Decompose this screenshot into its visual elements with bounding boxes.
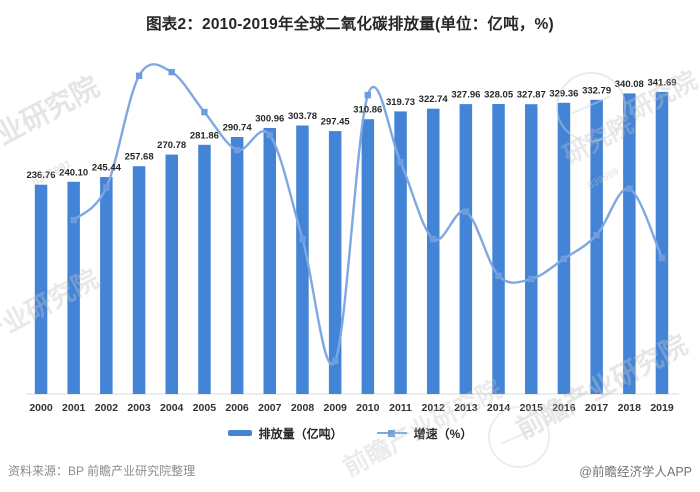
bar-label-2001: 240.10 [59,167,88,178]
legend-item-emissions: 排放量（亿吨） [227,425,343,442]
bar-label-2017: 332.79 [582,85,611,96]
growth-marker-2001 [70,216,77,224]
bar-2003 [132,166,146,394]
bar-label-2000: 236.76 [26,170,55,181]
bar-2005 [198,144,211,394]
x-tick-2004: 2004 [160,402,184,414]
x-tick-2019: 2019 [650,402,674,414]
bar-label-2018: 340.08 [615,79,644,90]
bar-label-2006: 290.74 [223,123,253,134]
bar-label-2015: 327.87 [517,90,546,101]
legend-label-growth: 增速（%） [413,426,473,441]
bar-2009 [328,131,342,394]
growth-marker-2019 [658,254,666,262]
bar-2002 [100,177,113,394]
x-tick-2008: 2008 [291,402,315,414]
x-tick-2007: 2007 [258,402,282,414]
x-tick-2016: 2016 [552,402,576,414]
bar-label-2011: 319.73 [386,97,415,108]
growth-marker-2012 [430,235,437,243]
bar-2006 [230,137,244,394]
bar-label-2013: 327.96 [451,90,480,101]
x-tick-2005: 2005 [193,402,217,414]
growth-line [72,63,664,366]
bar-label-2004: 270.78 [157,140,186,151]
x-tick-2006: 2006 [225,402,249,414]
x-tick-2012: 2012 [422,402,446,414]
bar-2011 [394,111,407,395]
chart-footer: 资料来源：BP 前瞻产业研究院整理 @前瞻经济学人APP [0,461,700,480]
bar-2008 [296,125,309,394]
bar-2010 [361,119,375,394]
x-tick-2009: 2009 [324,402,348,414]
growth-marker-2017 [593,231,600,239]
bar-2000 [34,184,48,394]
bar-label-2002: 245.44 [92,163,122,174]
bar-label-2008: 303.78 [288,111,317,122]
x-tick-2014: 2014 [487,402,511,414]
bar-2014 [492,104,505,394]
bar-swatch-icon [227,430,252,436]
x-tick-2001: 2001 [62,402,86,414]
bar-label-2019: 341.69 [647,77,676,88]
growth-marker-2004 [168,68,175,76]
credit-text: @前瞻经济学人APP [579,465,692,479]
growth-marker-2014 [495,272,502,279]
x-tick-2017: 2017 [585,402,609,414]
x-tick-2003: 2003 [127,402,151,414]
x-tick-2002: 2002 [95,402,119,414]
bar-label-2009: 297.45 [321,117,351,128]
bar-2012 [427,108,440,394]
legend-label-emissions: 排放量（亿吨） [258,426,343,441]
bar-label-2016: 329.36 [549,88,578,99]
growth-marker-2007 [266,131,273,139]
bar-label-2005: 281.86 [190,130,219,141]
bar-label-2010: 310.86 [353,105,382,116]
growth-marker-2011 [397,158,404,166]
growth-marker-2008 [299,235,306,243]
bar-2017 [590,99,603,395]
bar-label-2014: 328.05 [484,90,514,101]
chart-legend: 排放量（亿吨） 增速（%） [0,424,700,442]
chart-canvas: 236.76 2000 240.10 2001 245.44 2002 257.68 2003… [26,63,679,414]
growth-marker-2005 [201,108,208,116]
x-tick-2018: 2018 [618,402,642,414]
chart-title: 图表2：2010-2019年全球二氧化碳排放量(单位：亿吨，%) [146,16,554,33]
bar-2013 [459,104,473,394]
bar-2019 [655,91,669,395]
data-source-text: 资料来源：BP 前瞻产业研究院整理 [8,464,196,478]
growth-marker-2015 [528,275,535,283]
legend-item-growth: 增速（%） [376,425,473,442]
bar-2004 [165,154,178,394]
growth-marker-2002 [103,184,110,191]
bar-2015 [525,104,538,394]
growth-marker-2010 [364,91,371,99]
x-tick-2015: 2015 [520,402,544,414]
growth-marker-2006 [233,146,241,154]
growth-marker-2016 [560,255,568,263]
bar-2007 [263,128,276,394]
growth-marker-2003 [135,72,143,79]
x-tick-2013: 2013 [454,402,478,414]
bar-label-2007: 300.96 [255,114,284,125]
x-tick-2010: 2010 [356,402,380,414]
bar-label-2012: 322.74 [419,94,449,105]
growth-marker-2018 [626,185,633,192]
bar-label-2003: 257.68 [125,152,154,163]
growth-marker-2013 [462,208,470,215]
line-marker-swatch-icon [376,429,407,437]
bar-2018 [623,93,636,395]
x-tick-2000: 2000 [29,402,53,414]
bar-2016 [557,102,571,395]
growth-marker-2009 [332,357,339,365]
x-tick-2011: 2011 [389,402,412,414]
bar-2001 [67,181,80,394]
